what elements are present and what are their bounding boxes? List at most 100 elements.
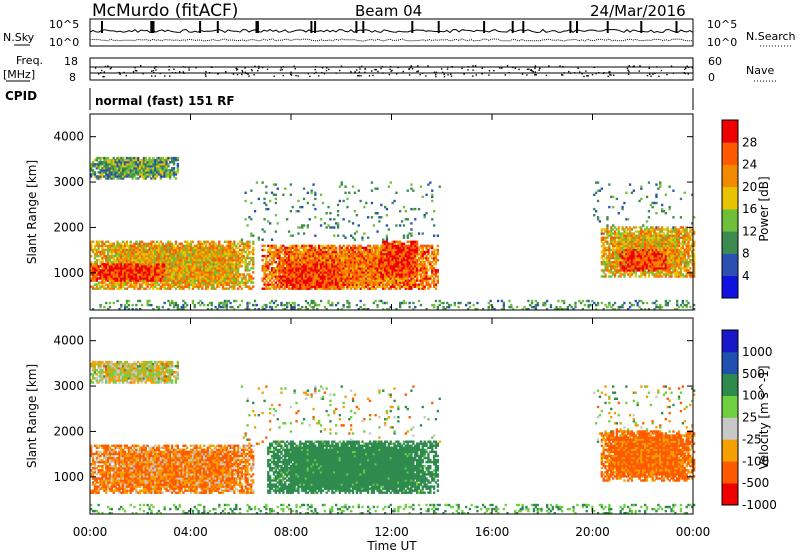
freq-dot — [639, 70, 640, 71]
data-cell — [263, 198, 265, 200]
data-cell — [307, 302, 309, 304]
freq-dot — [419, 74, 420, 75]
freq-dot — [377, 71, 378, 72]
noise-search-label: N.Search — [746, 30, 796, 43]
data-cell — [425, 212, 427, 214]
freq-dot — [315, 66, 316, 67]
freq-dot — [546, 75, 547, 76]
data-cell — [363, 206, 365, 208]
data-cell — [314, 245, 316, 247]
data-cell — [333, 235, 335, 237]
freq-dot — [444, 74, 445, 75]
data-cell — [403, 224, 405, 226]
freq-dot — [688, 73, 689, 74]
data-cell — [294, 302, 296, 304]
data-cell — [263, 218, 265, 220]
data-cell — [252, 259, 254, 261]
data-cell — [211, 302, 213, 304]
data-cell — [329, 212, 331, 214]
data-cell — [314, 235, 316, 237]
noise-right-tick-bottom: 10^0 — [707, 36, 737, 49]
freq-dot — [594, 67, 595, 68]
data-cell — [425, 194, 427, 196]
freq-dot — [417, 65, 418, 66]
freq-dot — [126, 75, 127, 76]
data-cell — [469, 306, 471, 308]
data-cell — [390, 181, 392, 183]
data-cell — [139, 300, 141, 302]
data-cell — [433, 267, 435, 269]
data-cell — [386, 224, 388, 226]
data-cell — [490, 300, 492, 302]
freq-dot — [475, 65, 476, 66]
freq-dot — [119, 74, 120, 75]
data-cell — [523, 306, 525, 308]
data-cell — [407, 218, 409, 220]
freq-dot — [205, 71, 206, 72]
data-cell — [363, 304, 365, 306]
data-cell — [333, 226, 335, 228]
data-cell — [437, 279, 439, 281]
freq-dot — [608, 71, 609, 72]
data-cell — [431, 196, 433, 198]
data-cell — [99, 304, 101, 306]
data-cell — [309, 218, 311, 220]
data-cell — [297, 200, 299, 202]
data-cell — [356, 230, 358, 232]
data-cell — [410, 235, 412, 237]
data-cell — [376, 212, 378, 214]
data-cell — [252, 241, 254, 243]
data-cell — [497, 300, 499, 302]
freq-dot — [314, 69, 315, 70]
data-cell — [265, 192, 267, 194]
data-cell — [388, 186, 390, 188]
freq-dot — [436, 72, 437, 73]
data-cell — [237, 269, 239, 271]
data-cell — [130, 241, 132, 243]
data-cell — [303, 232, 305, 234]
data-cell — [94, 171, 96, 173]
data-cell — [175, 241, 177, 243]
data-cell — [341, 181, 343, 183]
freq-dot — [509, 72, 510, 73]
data-cell — [175, 177, 177, 179]
data-cell — [233, 241, 235, 243]
data-cell — [303, 188, 305, 190]
data-cell — [177, 157, 179, 159]
freq-dot — [583, 76, 584, 77]
data-cell — [307, 224, 309, 226]
data-cell — [537, 304, 539, 306]
data-cell — [265, 186, 267, 188]
freq-dot — [328, 69, 329, 70]
data-cell — [435, 255, 437, 257]
freq-dot — [536, 74, 537, 75]
freq-dot — [539, 70, 540, 71]
data-cell — [356, 214, 358, 216]
data-cell — [422, 232, 424, 234]
freq-dot — [468, 66, 469, 67]
freq-dot — [588, 75, 589, 76]
data-cell — [433, 224, 435, 226]
data-cell — [333, 218, 335, 220]
data-cell — [450, 304, 452, 306]
data-cell — [431, 194, 433, 196]
data-cell — [557, 300, 559, 302]
freq-dot — [372, 75, 373, 76]
noise-search-trace — [90, 39, 693, 41]
freq-dot — [155, 75, 156, 76]
data-cell — [360, 306, 362, 308]
data-cell — [337, 222, 339, 224]
freq-dot — [598, 72, 599, 73]
data-cell — [407, 190, 409, 192]
freq-dot — [369, 75, 370, 76]
data-cell — [284, 188, 286, 190]
freq-dot — [211, 67, 212, 68]
freq-dot — [225, 71, 226, 72]
freq-dot — [359, 66, 360, 67]
data-cell — [132, 304, 134, 306]
date-title: 24/Mar/2016 — [590, 2, 686, 20]
freq-dot — [326, 67, 327, 68]
data-cell — [339, 186, 341, 188]
data-cell — [343, 304, 345, 306]
